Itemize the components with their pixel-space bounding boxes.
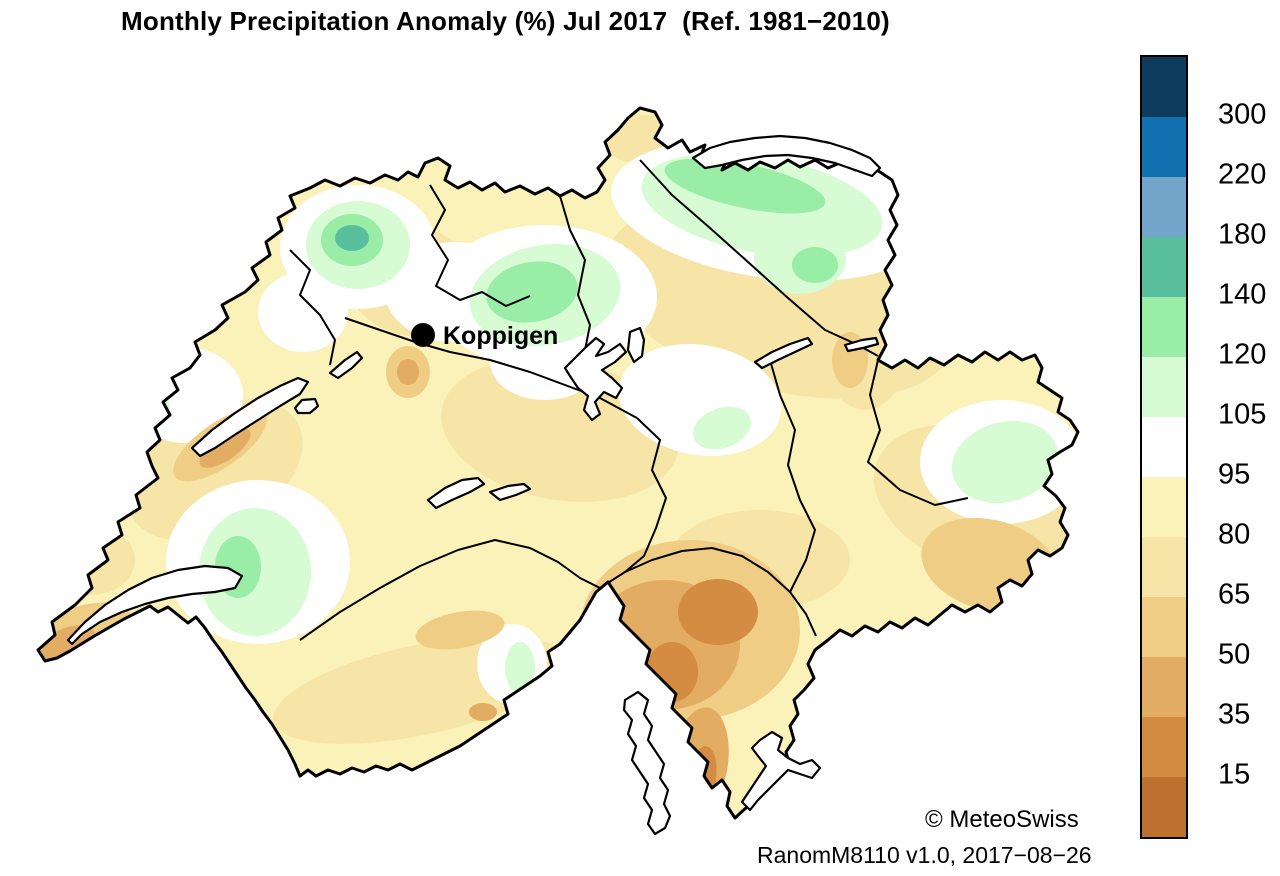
colorbar-track [1140,55,1188,839]
colorbar-segment [1142,477,1186,537]
lake-lugano [740,730,822,812]
colorbar-segment [1142,297,1186,357]
colorbar-segment [1142,357,1186,417]
colorbar-segment [1142,417,1186,477]
colorbar-segment [1142,657,1186,717]
colorbar-segment [1142,597,1186,657]
country-outline [36,106,1080,820]
colorbar-tick-label: 65 [1218,578,1251,611]
lake-maggiore [622,690,672,836]
colorbar-tick-label: 300 [1218,98,1267,131]
lake-zug [626,326,646,364]
lake-zurich [753,336,814,370]
colorbar-tick-label: 105 [1218,398,1267,431]
lake-brienz [488,482,532,502]
lake-walen [843,336,880,353]
colorbar-segment [1142,537,1186,597]
colorbar-segment [1142,717,1186,777]
lakes-layer [66,134,882,836]
colorbar-tick-label: 140 [1218,278,1267,311]
colorbar-labels: 300 220 180 140 120 105 95 80 65 50 35 15 [1218,55,1280,835]
contour-fill-layer [38,108,1078,818]
colorbar-segment [1142,237,1186,297]
colorbar-segment [1142,117,1186,177]
lake-morat [293,397,320,415]
colorbar-tick-label: 220 [1218,158,1267,191]
page-title: Monthly Precipitation Anomaly (%) Jul 20… [121,6,890,36]
colorbar-segment [1142,57,1186,117]
colorbar-tick-label: 80 [1218,518,1251,551]
lake-neuchatel [190,376,310,458]
lake-geneva [66,564,244,646]
colorbar-tick-label: 35 [1218,698,1251,731]
lake-constance [691,134,882,178]
colorbar-segment [1142,777,1186,837]
lake-biel [328,350,364,380]
version-text: RanomM8110 v1.0, 2017−08−26 [757,842,1092,868]
colorbar-tick-label: 95 [1218,458,1251,491]
station-label: Koppigen [443,322,558,350]
colorbar-tick-label: 120 [1218,338,1267,371]
station-marker-dot [411,323,435,347]
lake-thun [426,476,486,510]
colorbar-tick-label: 180 [1218,218,1267,251]
colorbar-tick-label: 15 [1218,758,1251,791]
copyright-text: © MeteoSwiss [925,806,1079,833]
colorbar-tick-label: 50 [1218,638,1251,671]
colorbar-segment [1142,177,1186,237]
lake-lucerne [563,336,628,422]
